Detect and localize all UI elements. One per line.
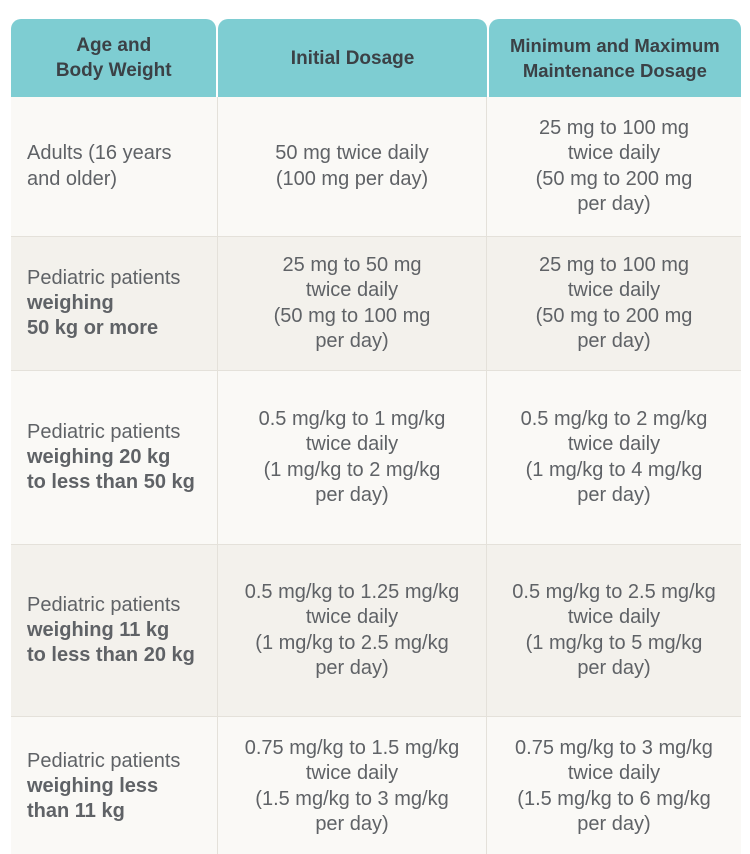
cell-text: (1 mg/kg to 2.5 mg/kg <box>255 631 449 654</box>
header-text: Minimum and Maximum <box>510 35 720 56</box>
cell-text: twice daily <box>567 606 661 629</box>
cell-text: per day) <box>577 192 651 215</box>
cell-text: per day) <box>577 329 651 352</box>
cell-text: 25 mg to 50 mg <box>282 253 422 276</box>
table-row: Pediatric patients weighing 11 kg to les… <box>11 545 741 717</box>
dosage-table: Age and Body Weight Initial Dosage Minim… <box>11 19 741 854</box>
initial-dosage-cell: 50 mg twice daily (100 mg per day) <box>218 97 487 236</box>
cell-text: per day) <box>577 483 651 506</box>
cell-text-bold: to less than 50 kg <box>27 471 195 494</box>
header-initial-dosage: Initial Dosage <box>218 19 487 97</box>
header-text: Body Weight <box>55 60 172 81</box>
cell-text-bold: to less than 20 kg <box>27 644 195 667</box>
cell-text: Pediatric patients <box>27 266 181 289</box>
cell-text: 25 mg to 100 mg <box>538 116 690 139</box>
table-row: Adults (16 years and older) 50 mg twice … <box>11 97 741 237</box>
age-weight-cell: Adults (16 years and older) <box>11 97 218 236</box>
cell-text-bold: than 11 kg <box>27 800 125 823</box>
cell-text: twice daily <box>567 762 661 785</box>
initial-dosage-cell: 25 mg to 50 mg twice daily (50 mg to 100… <box>218 237 487 370</box>
cell-text: per day) <box>577 812 651 835</box>
cell-text: Pediatric patients <box>27 593 181 616</box>
cell-text: twice daily <box>305 433 399 456</box>
cell-text: 0.5 mg/kg to 1.25 mg/kg <box>244 580 460 603</box>
cell-text-bold: weighing <box>27 291 114 314</box>
age-weight-cell: Pediatric patients weighing 11 kg to les… <box>11 545 218 716</box>
cell-text: 0.5 mg/kg to 2 mg/kg <box>520 407 708 430</box>
header-text: Age and <box>76 35 152 56</box>
cell-text: (1.5 mg/kg to 6 mg/kg <box>517 787 711 810</box>
cell-text: Pediatric patients <box>27 420 181 443</box>
cell-text: twice daily <box>567 279 661 302</box>
table-row: Pediatric patients weighing 50 kg or mor… <box>11 237 741 371</box>
maintenance-dosage-cell: 25 mg to 100 mg twice daily (50 mg to 20… <box>487 97 741 236</box>
cell-text: per day) <box>315 812 389 835</box>
cell-text: twice daily <box>305 762 399 785</box>
cell-text: twice daily <box>305 606 399 629</box>
cell-text-bold: 50 kg or more <box>27 317 159 340</box>
cell-text: per day) <box>315 329 389 352</box>
cell-text: 50 mg twice daily <box>275 142 429 165</box>
header-age-body-weight: Age and Body Weight <box>11 19 217 97</box>
cell-text: (50 mg to 200 mg <box>535 167 693 190</box>
header-text: Initial Dosage <box>290 47 415 69</box>
cell-text: 0.75 mg/kg to 1.5 mg/kg <box>244 736 460 759</box>
cell-text: per day) <box>315 656 389 679</box>
cell-text-bold: weighing 20 kg <box>27 445 171 468</box>
cell-text: per day) <box>315 483 389 506</box>
cell-text: Adults (16 years <box>27 142 172 165</box>
cell-text: (1.5 mg/kg to 3 mg/kg <box>255 787 449 810</box>
cell-text: twice daily <box>567 433 661 456</box>
age-weight-cell: Pediatric patients weighing 20 kg to les… <box>11 371 218 544</box>
cell-text: Pediatric patients <box>27 749 181 772</box>
maintenance-dosage-cell: 0.5 mg/kg to 2.5 mg/kg twice daily (1 mg… <box>487 545 741 716</box>
table-row: Pediatric patients weighing 20 kg to les… <box>11 371 741 545</box>
cell-text: (50 mg to 100 mg <box>273 304 431 327</box>
cell-text: twice daily <box>305 279 399 302</box>
cell-text: (100 mg per day) <box>275 167 429 190</box>
maintenance-dosage-cell: 0.75 mg/kg to 3 mg/kg twice daily (1.5 m… <box>487 717 741 854</box>
initial-dosage-cell: 0.5 mg/kg to 1 mg/kg twice daily (1 mg/k… <box>218 371 487 544</box>
cell-text: 25 mg to 100 mg <box>538 253 690 276</box>
cell-text: per day) <box>577 656 651 679</box>
cell-text: (1 mg/kg to 2 mg/kg <box>263 458 441 481</box>
initial-dosage-cell: 0.5 mg/kg to 1.25 mg/kg twice daily (1 m… <box>218 545 487 716</box>
initial-dosage-cell: 0.75 mg/kg to 1.5 mg/kg twice daily (1.5… <box>218 717 487 854</box>
cell-text: (1 mg/kg to 5 mg/kg <box>525 631 703 654</box>
cell-text: 0.75 mg/kg to 3 mg/kg <box>515 736 713 759</box>
maintenance-dosage-cell: 25 mg to 100 mg twice daily (50 mg to 20… <box>487 237 741 370</box>
table-row: Pediatric patients weighing less than 11… <box>11 717 741 854</box>
cell-text: (50 mg to 200 mg <box>535 304 693 327</box>
header-maintenance-dosage: Minimum and Maximum Maintenance Dosage <box>488 19 741 97</box>
table-header: Age and Body Weight Initial Dosage Minim… <box>11 19 741 97</box>
header-text: Maintenance Dosage <box>522 60 707 81</box>
cell-text: 0.5 mg/kg to 2.5 mg/kg <box>512 580 716 603</box>
cell-text: 0.5 mg/kg to 1 mg/kg <box>258 407 446 430</box>
cell-text-bold: weighing less <box>27 774 159 797</box>
maintenance-dosage-cell: 0.5 mg/kg to 2 mg/kg twice daily (1 mg/k… <box>487 371 741 544</box>
age-weight-cell: Pediatric patients weighing less than 11… <box>11 717 218 854</box>
cell-text: (1 mg/kg to 4 mg/kg <box>525 458 703 481</box>
cell-text: twice daily <box>567 142 661 165</box>
cell-text-bold: weighing 11 kg <box>27 618 170 641</box>
age-weight-cell: Pediatric patients weighing 50 kg or mor… <box>11 237 218 370</box>
cell-text: and older) <box>27 167 118 190</box>
